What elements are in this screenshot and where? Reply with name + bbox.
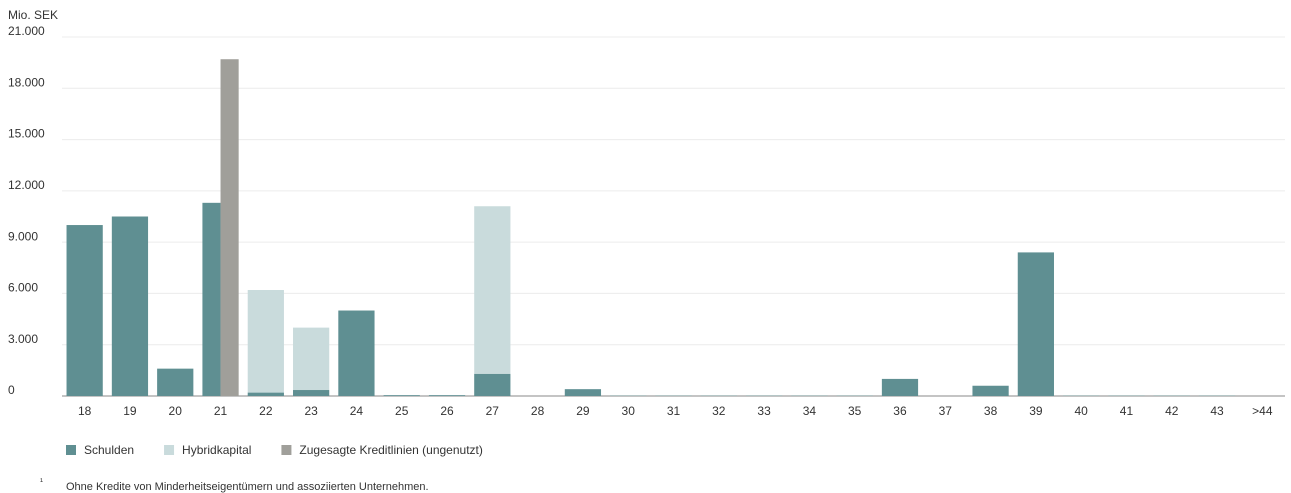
- x-tick-label: 36: [893, 404, 907, 418]
- y-tick-label: 15.000: [8, 127, 45, 141]
- bar: [66, 225, 103, 396]
- y-tick-label: 3.000: [8, 332, 38, 346]
- bar: [293, 327, 330, 391]
- bar: [474, 373, 511, 396]
- x-tick-label: 39: [1029, 404, 1043, 418]
- legend-label: Hybridkapital: [182, 443, 251, 457]
- bar: [220, 59, 239, 396]
- bar: [247, 392, 284, 396]
- y-tick-label: 21.000: [8, 24, 45, 38]
- x-tick-label: 35: [848, 404, 862, 418]
- x-tick-label: 20: [169, 404, 183, 418]
- x-tick-label: 19: [123, 404, 137, 418]
- x-tick-label: 38: [984, 404, 998, 418]
- x-tick-label: 30: [622, 404, 636, 418]
- x-tick-label: 43: [1210, 404, 1224, 418]
- bar: [972, 385, 1009, 396]
- y-tick-label: 0: [8, 383, 15, 397]
- x-tick-label: 34: [803, 404, 817, 418]
- x-tick-label: 33: [757, 404, 771, 418]
- bar: [881, 378, 919, 396]
- x-tick-label: 22: [259, 404, 273, 418]
- x-tick-label: 25: [395, 404, 409, 418]
- x-tick-label: 21: [214, 404, 228, 418]
- legend-swatch: [164, 445, 175, 455]
- y-tick-label: 6.000: [8, 281, 38, 295]
- x-tick-label: 37: [939, 404, 953, 418]
- x-tick-label: 26: [440, 404, 454, 418]
- legend-swatch: [66, 445, 76, 455]
- x-tick-label: 28: [531, 404, 545, 418]
- bar: [474, 206, 511, 374]
- bar: [428, 395, 466, 396]
- x-tick-label: 32: [712, 404, 726, 418]
- bar: [293, 390, 330, 396]
- x-tick-label: 31: [667, 404, 681, 418]
- y-tick-label: 18.000: [8, 75, 45, 89]
- bar: [111, 216, 149, 396]
- footnote: Ohne Kredite von Minderheitseigentümern …: [66, 481, 429, 493]
- legend-label: Schulden: [84, 443, 134, 457]
- x-tick-label: 24: [350, 404, 364, 418]
- x-tick-label: >44: [1252, 404, 1273, 418]
- legend-label: Zugesagte Kreditlinien (ungenutzt): [299, 443, 482, 457]
- x-tick-label: 27: [486, 404, 500, 418]
- bar: [157, 368, 194, 396]
- y-tick-label: 9.000: [8, 229, 38, 243]
- bar: [564, 389, 602, 396]
- bar: [1017, 252, 1054, 396]
- y-axis-label: Mio. SEK: [8, 8, 58, 22]
- x-tick-label: 42: [1165, 404, 1179, 418]
- bar: [383, 395, 420, 396]
- x-tick-label: 40: [1074, 404, 1088, 418]
- x-tick-label: 18: [78, 404, 92, 418]
- footnote-marker: ¹: [40, 476, 43, 486]
- legend-swatch: [281, 445, 292, 455]
- bar: [338, 310, 375, 396]
- bar: [202, 202, 221, 396]
- x-tick-label: 29: [576, 404, 590, 418]
- x-tick-label: 23: [304, 404, 318, 418]
- x-tick-label: 41: [1120, 404, 1134, 418]
- y-tick-label: 12.000: [8, 178, 45, 192]
- bar: [247, 290, 284, 393]
